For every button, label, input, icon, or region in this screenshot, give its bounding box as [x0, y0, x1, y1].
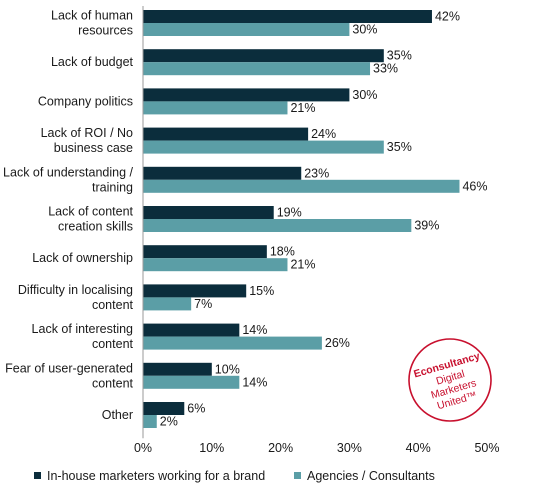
legend-swatch-in-house [34, 472, 41, 479]
category-label: content [92, 376, 134, 390]
value-label: 30% [352, 23, 377, 37]
category-label: Lack of understanding / [3, 165, 133, 179]
value-label: 35% [387, 49, 412, 63]
bar-agencies [143, 62, 371, 76]
value-label: 15% [249, 284, 274, 298]
bar-in-house [143, 245, 267, 259]
legend-label-in-house: In-house marketers working for a brand [47, 469, 266, 483]
category-label: content [92, 298, 134, 312]
bar-in-house [143, 49, 384, 63]
value-label: 2% [160, 415, 178, 429]
category-label: resources [78, 24, 133, 38]
category-label: Lack of interesting [32, 322, 133, 336]
category-label: creation skills [58, 220, 133, 234]
value-label: 35% [387, 140, 412, 154]
value-label: 21% [290, 101, 315, 115]
value-label: 21% [290, 258, 315, 272]
value-label: 19% [277, 206, 302, 220]
category-label: Lack of ownership [32, 251, 133, 265]
bar-agencies [143, 140, 384, 154]
bar-agencies [143, 297, 192, 311]
legend: In-house marketers working for a brand A… [30, 469, 540, 487]
value-label: 6% [187, 402, 205, 416]
value-label: 24% [311, 127, 336, 141]
category-label: Fear of user-generated [5, 361, 133, 375]
econsultancy-logo: Econsultancy Digital Marketers United™ [407, 337, 493, 423]
bar-in-house [143, 206, 274, 219]
bar-in-house [143, 166, 302, 180]
x-tick-label: 40% [406, 441, 431, 455]
value-label: 26% [325, 336, 350, 350]
x-tick-label: 10% [199, 441, 224, 455]
legend-label-agencies: Agencies / Consultants [307, 469, 435, 483]
bar-in-house [143, 88, 350, 102]
bar-agencies [143, 258, 288, 272]
x-tick-label: 30% [337, 441, 362, 455]
bar-agencies [143, 336, 322, 350]
value-label: 42% [435, 10, 460, 24]
bar-in-house [143, 323, 240, 337]
bar-in-house [143, 362, 212, 376]
category-label: content [92, 337, 134, 351]
value-label: 14% [242, 323, 267, 337]
category-label: Lack of human [51, 9, 133, 23]
value-label: 23% [304, 166, 329, 180]
category-label: Lack of budget [51, 55, 134, 69]
x-tick-label: 0% [134, 441, 152, 455]
value-label: 14% [242, 375, 267, 389]
value-label: 33% [373, 62, 398, 76]
value-label: 39% [414, 219, 439, 233]
legend-swatch-agencies [294, 472, 301, 479]
bar-agencies [143, 101, 288, 115]
value-label: 46% [462, 179, 487, 193]
category-label: Lack of content [48, 205, 133, 219]
bar-agencies [143, 375, 240, 389]
bar-in-house [143, 284, 247, 298]
x-tick-label: 50% [474, 441, 499, 455]
category-label: Company politics [38, 94, 133, 108]
bar-agencies [143, 219, 412, 232]
category-label: business case [54, 141, 133, 155]
value-label: 7% [194, 297, 212, 311]
legend-item-agencies: Agencies / Consultants [294, 469, 435, 483]
bar-in-house [143, 402, 185, 415]
category-label: Lack of ROI / No [41, 126, 133, 140]
category-label: Other [102, 408, 133, 422]
x-tick-label: 20% [268, 441, 293, 455]
bar-in-house [143, 127, 309, 141]
value-label: 30% [352, 88, 377, 102]
bar-agencies [143, 415, 157, 428]
bar-in-house [143, 10, 432, 23]
category-label: Difficulty in localising [18, 283, 133, 297]
category-label: training [92, 180, 133, 194]
value-label: 18% [270, 245, 295, 259]
bar-agencies [143, 23, 350, 36]
legend-item-in-house: In-house marketers working for a brand [34, 469, 265, 483]
value-label: 10% [215, 362, 240, 376]
bar-agencies [143, 179, 460, 193]
